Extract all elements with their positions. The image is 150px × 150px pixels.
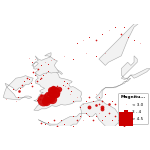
Polygon shape — [99, 18, 147, 65]
Polygon shape — [121, 56, 150, 80]
Polygon shape — [38, 100, 121, 129]
Polygon shape — [96, 78, 131, 100]
Polygon shape — [34, 68, 82, 111]
Polygon shape — [3, 76, 33, 100]
Legend: < 3.0, 3 - 4, > 4.5: < 3.0, 3 - 4, > 4.5 — [118, 93, 148, 124]
Polygon shape — [32, 53, 59, 76]
